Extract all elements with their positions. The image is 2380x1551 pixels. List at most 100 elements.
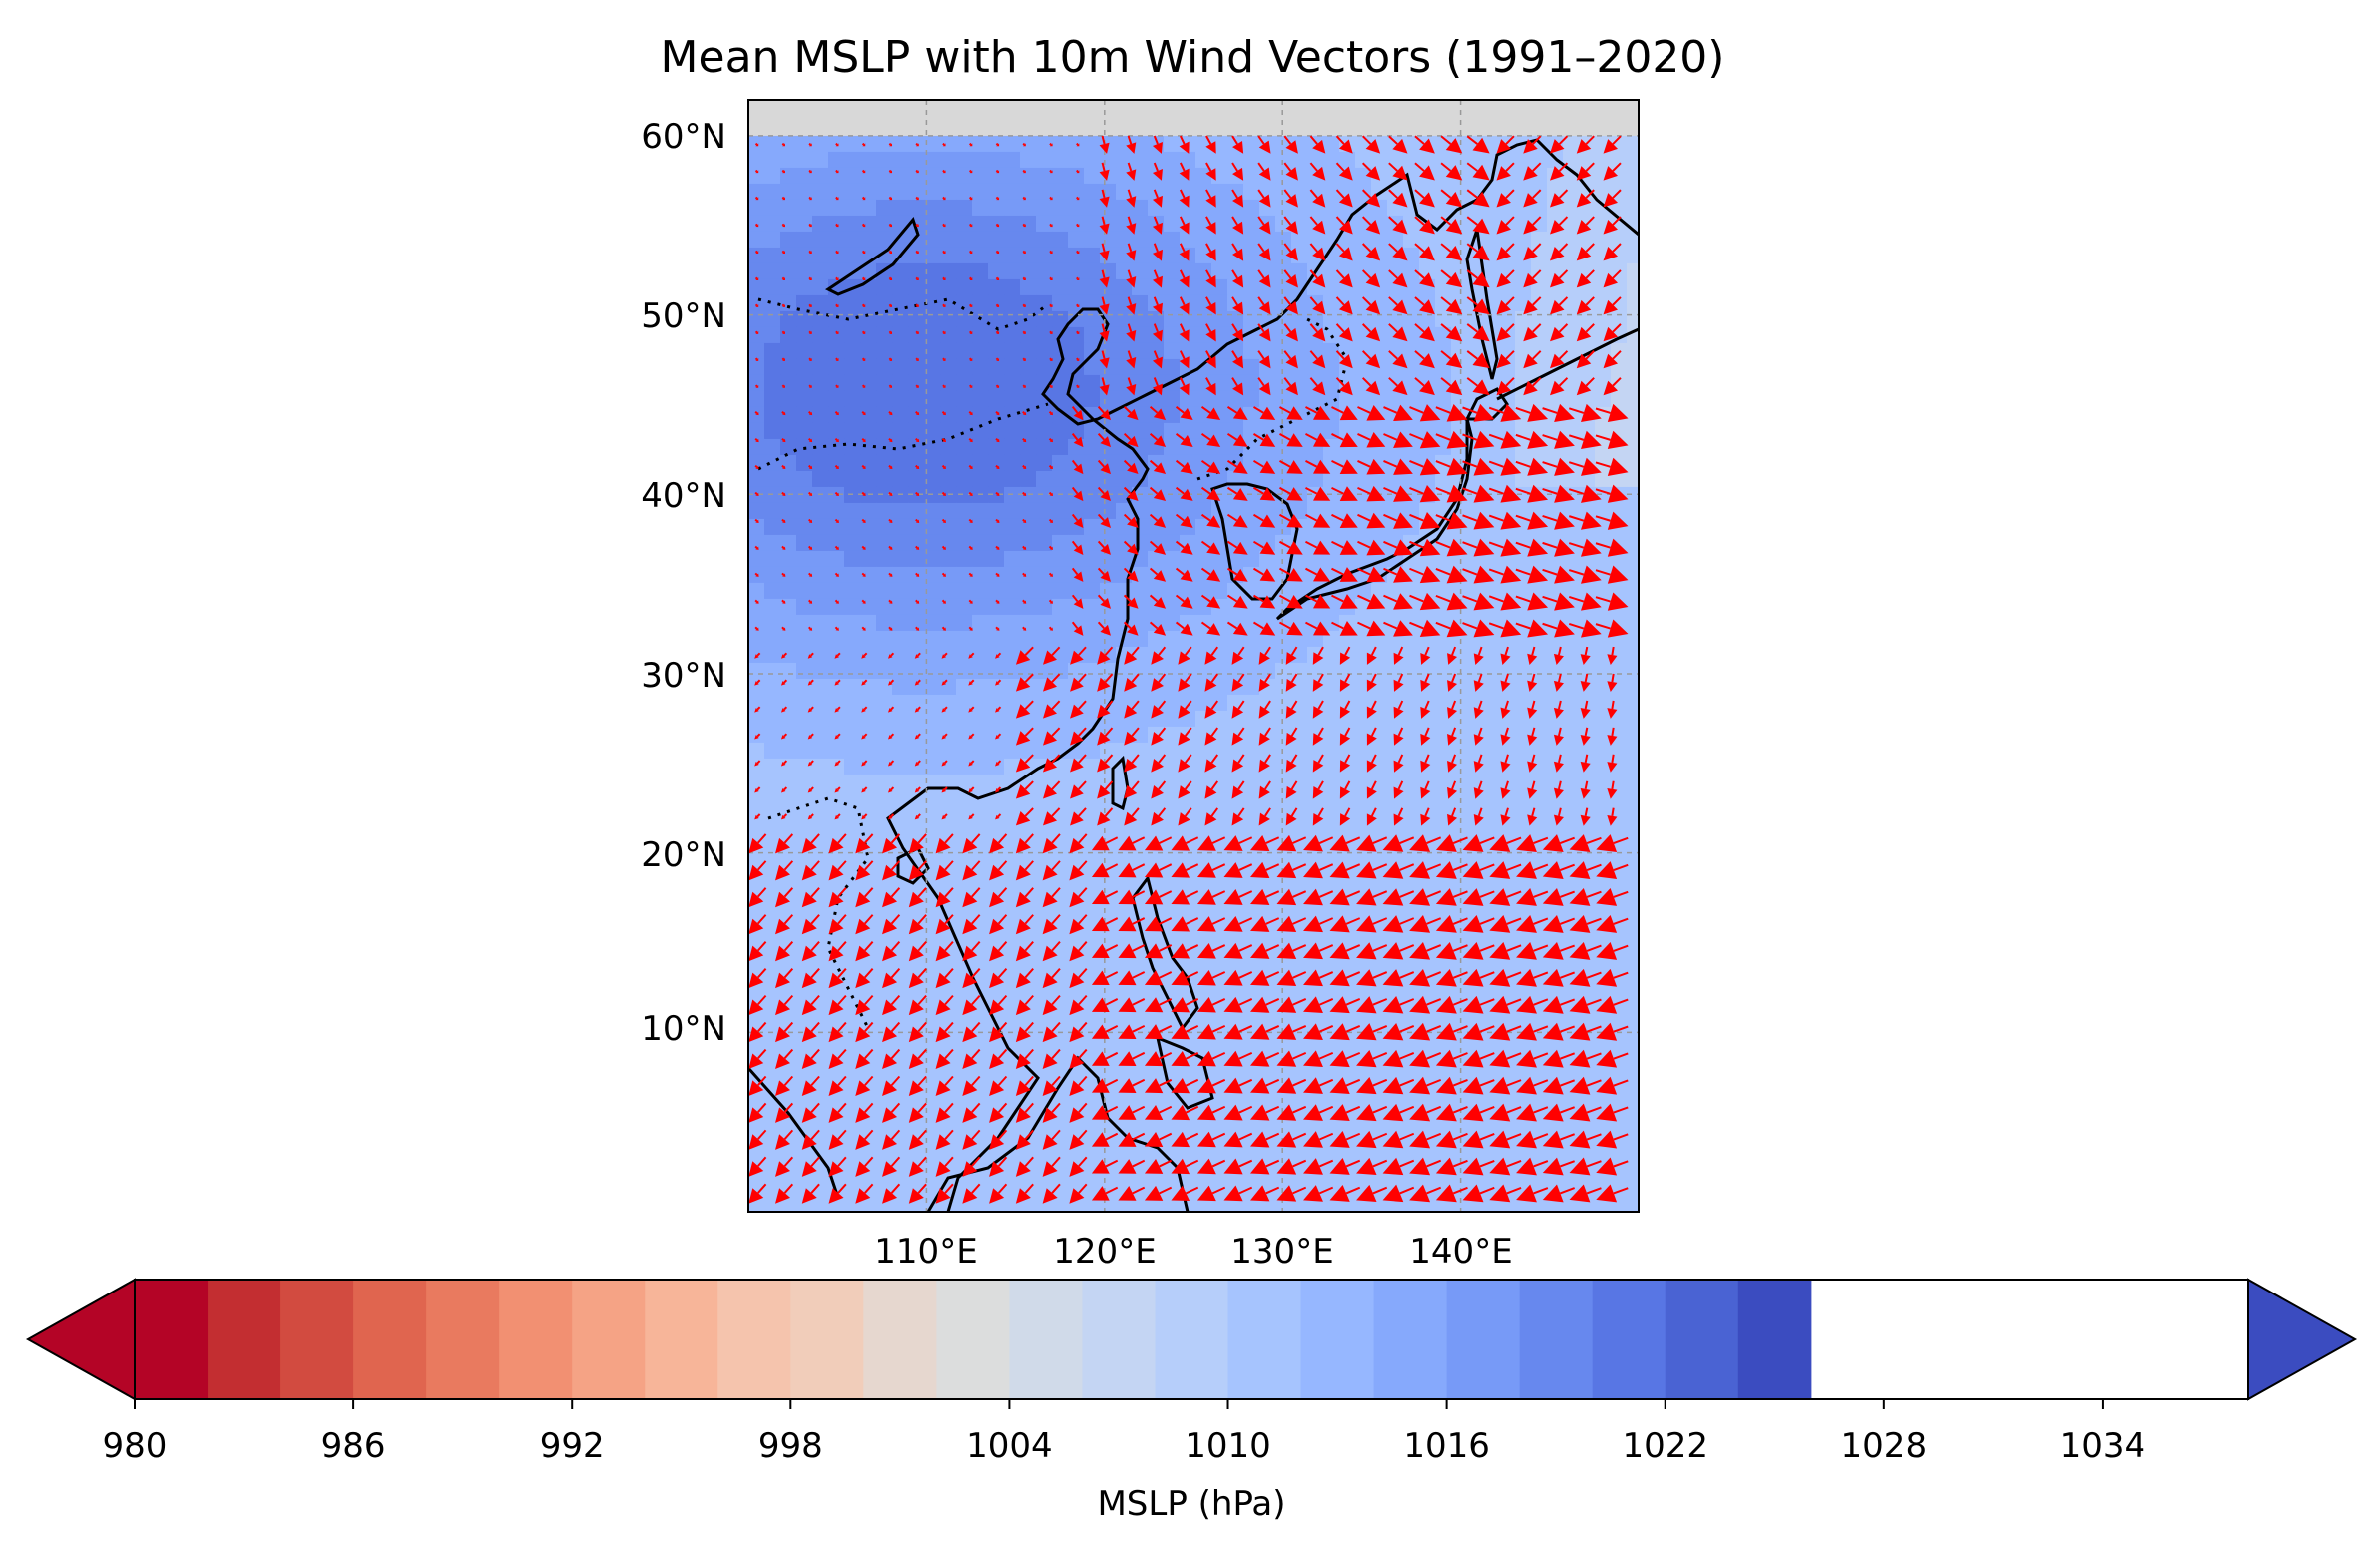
mslp-cell [876, 310, 893, 328]
mslp-cell [1211, 821, 1228, 839]
mslp-cell [876, 550, 893, 568]
wind-vector [1049, 384, 1053, 388]
mslp-cell [1291, 726, 1308, 744]
mslp-cell [1627, 981, 1639, 999]
mslp-cell [1627, 231, 1639, 249]
mslp-cell [764, 183, 781, 201]
mslp-cell [1243, 294, 1260, 312]
mslp-cell [1627, 534, 1639, 552]
mslp-cell [1180, 470, 1196, 488]
wind-vector [1022, 411, 1027, 416]
mslp-cell [1515, 646, 1532, 664]
mslp-cell [1627, 805, 1639, 823]
mslp-cell [876, 390, 893, 408]
mslp-cell [1627, 1141, 1639, 1159]
mslp-cell [1467, 710, 1484, 728]
mslp-cell [1180, 231, 1196, 249]
mslp-cell [892, 550, 909, 568]
wind-vector [995, 491, 1000, 496]
wind-vector [1076, 303, 1080, 307]
mslp-cell [988, 614, 1005, 632]
mslp-cell [812, 869, 829, 887]
mslp-cell [1036, 550, 1053, 568]
mslp-cell [892, 582, 909, 600]
mslp-cell [972, 199, 989, 217]
mslp-cell [1627, 885, 1639, 903]
mslp-cell [1227, 262, 1244, 280]
mslp-cell [844, 646, 861, 664]
mslp-cell [988, 167, 1005, 185]
mslp-cell [1164, 151, 1181, 169]
mslp-cell [1227, 853, 1244, 871]
mslp-cell [1068, 326, 1085, 344]
mslp-cell [1355, 821, 1372, 839]
mslp-cell [956, 582, 973, 600]
mslp-cell [1195, 342, 1212, 360]
mslp-cell [1195, 630, 1212, 648]
mslp-cell [1068, 247, 1085, 264]
mslp-cell [1004, 326, 1021, 344]
mslp-cell [1403, 582, 1420, 600]
mslp-cell [1227, 183, 1244, 201]
mslp-cell [780, 438, 797, 456]
mslp-cell [940, 135, 957, 153]
mslp-cell [1148, 582, 1165, 600]
mslp-cell [1563, 470, 1580, 488]
mslp-cell [1515, 726, 1532, 744]
mslp-cell [1435, 582, 1452, 600]
mslp-cell [1036, 294, 1053, 312]
mslp-cell [1611, 1173, 1628, 1191]
mslp-cell [1195, 742, 1212, 760]
mslp-cell [972, 1205, 989, 1212]
mslp-cell [1227, 630, 1244, 648]
wind-vector [968, 303, 973, 307]
mslp-cell [1403, 358, 1420, 376]
mslp-cell [1084, 805, 1101, 823]
mslp-cell [1004, 215, 1021, 233]
mslp-cell [988, 805, 1005, 823]
mslp-cell [1435, 710, 1452, 728]
mslp-cell [1595, 550, 1612, 568]
mslp-cell [1164, 135, 1181, 153]
mslp-cell [1068, 167, 1085, 185]
mslp-cell [1004, 662, 1021, 680]
mslp-cell [1291, 789, 1308, 807]
mslp-cell [1164, 550, 1181, 568]
mslp-cell [860, 805, 877, 823]
mslp-cell [1148, 502, 1165, 520]
mslp-cell [1243, 646, 1260, 664]
mslp-cell [1419, 422, 1436, 440]
mslp-cell [1116, 534, 1133, 552]
wind-vector [754, 599, 759, 604]
mslp-cell [972, 1061, 989, 1079]
mslp-cell [940, 678, 957, 696]
mslp-cell [876, 646, 893, 664]
mslp-cell [1052, 486, 1069, 504]
wind-vector [861, 276, 866, 280]
mslp-cell [1211, 630, 1228, 648]
mslp-cell [860, 358, 877, 376]
mslp-cell [1180, 774, 1196, 791]
mslp-cell [780, 566, 797, 584]
mslp-cell [940, 390, 957, 408]
mslp-cell [1275, 550, 1292, 568]
mslp-cell [812, 183, 829, 201]
mslp-cell [1052, 582, 1069, 600]
mslp-cell [956, 821, 973, 839]
mslp-cell [828, 662, 845, 680]
mslp-cell [1164, 390, 1181, 408]
mslp-cell [1084, 262, 1101, 280]
mslp-cell [1052, 550, 1069, 568]
mslp-cell [876, 678, 893, 696]
mslp-cell [1020, 470, 1037, 488]
mslp-cell [764, 167, 781, 185]
mslp-cell [908, 805, 925, 823]
mslp-cell [1371, 390, 1388, 408]
mslp-cell [860, 694, 877, 712]
mslp-cell [1195, 518, 1212, 536]
mslp-cell [812, 438, 829, 456]
mslp-cell [1084, 789, 1101, 807]
mslp-cell [1611, 789, 1628, 807]
wind-vector [1022, 599, 1027, 604]
mslp-cell [956, 710, 973, 728]
